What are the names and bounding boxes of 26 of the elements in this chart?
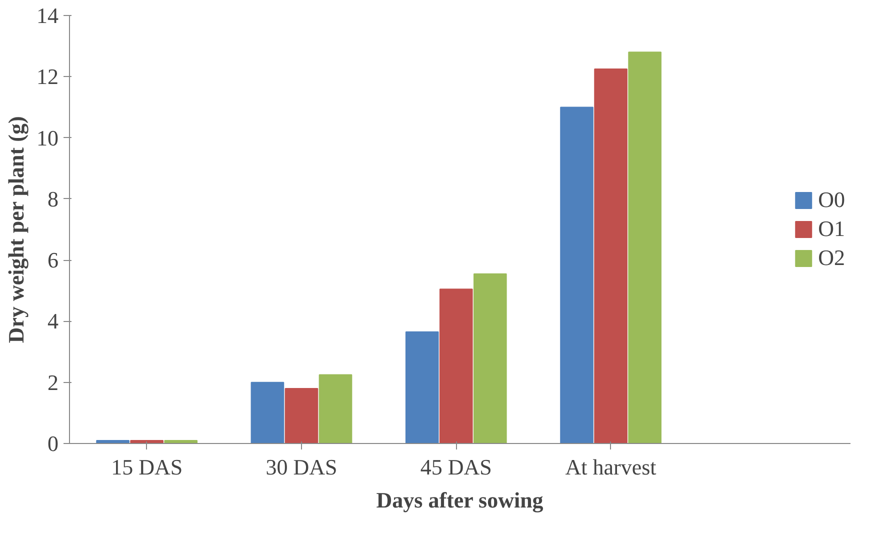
- y-tick-label: 0: [48, 431, 58, 456]
- bar: [473, 273, 507, 444]
- y-tick-label: 2: [48, 370, 58, 395]
- x-axis-title: Days after sowing: [376, 488, 544, 512]
- bar: [560, 106, 594, 444]
- y-tick-label: 8: [48, 186, 58, 212]
- y-tick-label: 14: [36, 3, 58, 28]
- x-tick-label: 15 DAS: [111, 454, 183, 480]
- y-tick-label: 4: [48, 308, 58, 334]
- y-tick-label: 6: [48, 248, 58, 273]
- legend-label: O2: [818, 245, 845, 271]
- bar: [405, 331, 439, 444]
- bar: [439, 288, 473, 444]
- x-tick-label: At harvest: [565, 454, 656, 480]
- y-tick-label: 10: [36, 125, 58, 150]
- y-tick-label: 12: [36, 64, 58, 90]
- x-tick-label: 45 DAS: [420, 454, 492, 480]
- bar: [628, 52, 662, 444]
- legend-label: O0: [818, 187, 845, 213]
- bar: [250, 382, 284, 444]
- y-axis-title: Dry weight per plant (g): [4, 116, 28, 344]
- bar: [318, 374, 352, 444]
- bar: [284, 388, 318, 444]
- x-tick-label: 30 DAS: [266, 454, 338, 480]
- legend-label: O1: [818, 216, 845, 242]
- bar: [594, 68, 628, 444]
